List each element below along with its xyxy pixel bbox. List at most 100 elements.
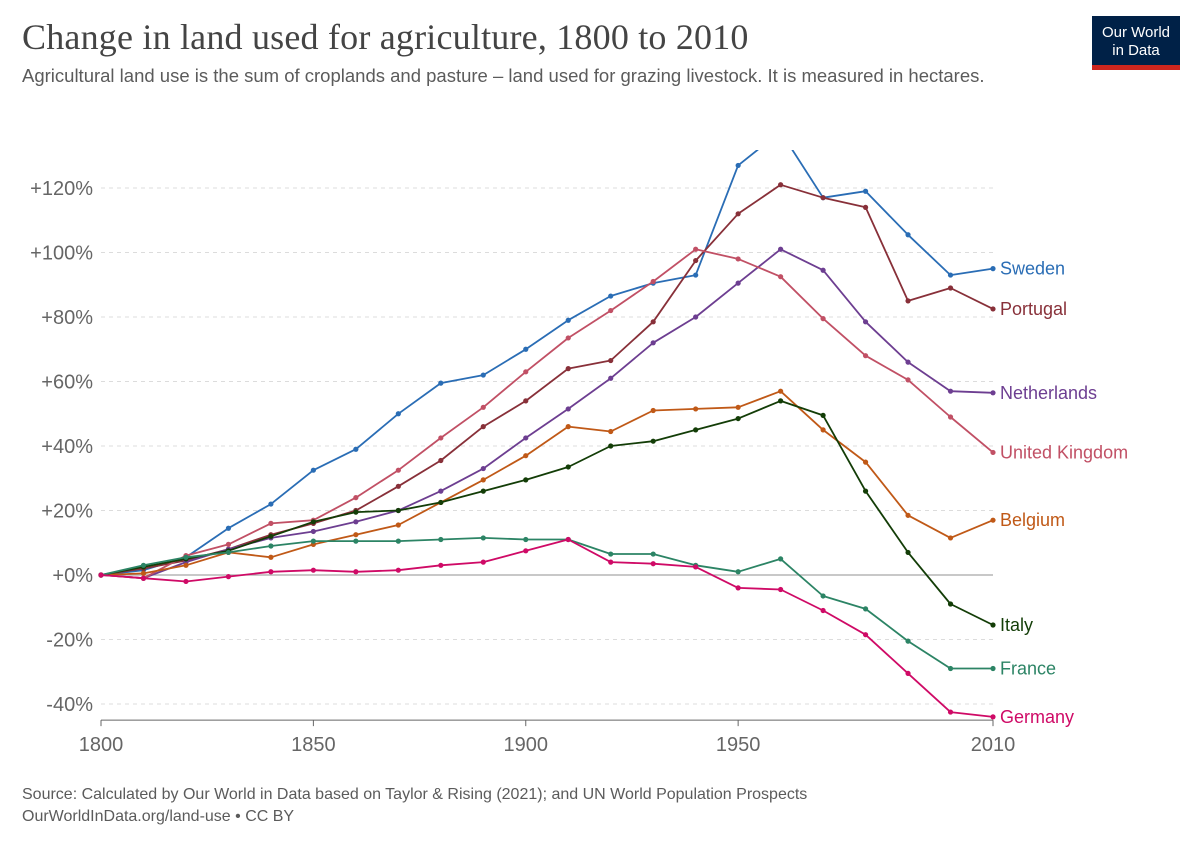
y-tick-label: -40% [46,694,93,716]
data-point-sweden [523,346,529,352]
x-tick-label: 1900 [504,734,549,756]
y-tick-label: +20% [41,501,93,523]
data-point-germany [268,569,274,575]
data-point-belgium [693,406,699,412]
series-line-france [100,536,993,670]
y-tick-label: +120% [30,178,93,200]
data-point-germany [650,561,656,567]
series-label-united-kingdom: United Kingdom [1000,442,1128,462]
data-point-united-kingdom [523,369,529,375]
data-point-germany [353,569,359,575]
source-url[interactable]: OurWorldInData.org/land-use • CC BY [22,808,295,825]
data-point-germany [523,548,529,554]
series-line-germany [100,538,994,718]
data-point-italy [693,427,699,433]
data-point-france [225,549,232,556]
data-point-italy [438,499,444,506]
data-point-sweden [395,411,401,417]
data-point-france [608,551,614,557]
series-label-sweden: Sweden [1000,259,1065,279]
data-point-germany [905,670,911,676]
data-point-netherlands [947,388,954,394]
data-point-italy [480,488,486,494]
data-point-sweden [905,232,911,238]
data-point-portugal [990,306,996,312]
data-point-france [862,606,869,612]
data-point-italy [862,488,869,494]
data-point-netherlands [990,390,996,396]
data-point-belgium [990,517,996,523]
data-point-france [480,535,486,541]
data-point-united-kingdom [268,520,274,526]
series-layer [98,150,996,720]
data-point-france [820,593,826,599]
owid-logo[interactable]: Our World in Data [1092,16,1180,70]
data-point-sweden [480,372,486,378]
data-point-belgium [862,459,869,465]
series-label-netherlands: Netherlands [1000,383,1097,403]
data-point-germany [438,562,444,568]
series-line-portugal [100,183,994,576]
data-point-france [353,538,359,544]
data-point-belgium [778,388,784,394]
data-point-belgium [353,532,359,538]
y-tick-label: +40% [41,436,93,458]
data-point-united-kingdom [565,335,571,341]
data-point-netherlands [693,314,699,320]
data-point-sweden [990,266,996,272]
data-point-germany [98,572,104,578]
x-tick-label: 2010 [971,734,1016,756]
y-tick-label: -20% [46,630,93,652]
data-point-belgium [735,404,741,410]
data-point-france [947,665,954,672]
x-tick-label: 1950 [716,734,761,756]
data-point-portugal [693,257,699,264]
data-point-portugal [565,366,571,372]
data-point-sweden [310,467,316,473]
data-point-sweden [353,446,359,452]
data-point-belgium [140,570,147,576]
series-labels-layer: Sweden Portugal Netherlands United Kingdom B… [1000,259,1128,727]
series-label-belgium: Belgium [1000,510,1065,530]
y-tick-label: +80% [41,307,93,329]
data-point-belgium [183,562,189,568]
series-label-france: France [1000,659,1056,679]
data-point-united-kingdom [353,495,359,501]
data-point-france [523,536,529,543]
data-point-united-kingdom [862,353,869,359]
data-point-italy [310,519,316,525]
series-label-italy: Italy [1000,615,1033,635]
data-point-portugal [438,457,444,464]
grid-layer [101,187,993,705]
data-point-belgium [650,407,656,414]
data-point-france [778,556,784,562]
data-point-italy [650,438,656,444]
data-point-portugal [608,357,614,364]
data-point-belgium [268,554,274,560]
data-point-portugal [947,285,954,291]
data-point-france [438,536,444,543]
data-point-belgium [608,428,614,435]
series-line-italy [100,399,994,626]
data-point-germany [225,574,232,580]
data-point-germany [565,536,571,543]
data-point-united-kingdom [735,256,741,262]
data-point-united-kingdom [778,274,784,280]
logo-line-1: Our World [1101,24,1171,41]
data-point-germany [608,559,614,565]
data-point-netherlands [650,340,656,346]
data-point-germany [735,585,741,591]
series-label-germany: Germany [1000,707,1074,727]
data-point-sweden [862,188,869,194]
data-point-germany [947,709,954,715]
data-point-france [905,638,911,644]
data-point-netherlands [353,519,359,525]
data-point-united-kingdom [438,435,444,441]
data-point-sweden [947,272,954,278]
data-point-belgium [395,522,401,528]
data-point-italy [353,509,359,515]
data-point-netherlands [310,528,316,535]
logo-accent-bar [1092,65,1180,70]
data-point-germany [778,586,784,593]
data-point-portugal [778,182,784,188]
